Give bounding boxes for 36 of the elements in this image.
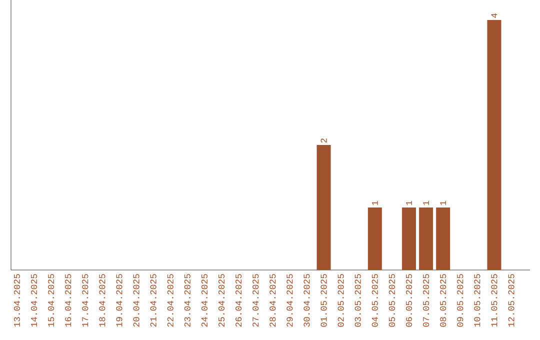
x-tick-label: 13.04.2025: [14, 274, 20, 327]
x-tick-label: 06.05.2025: [406, 274, 412, 327]
x-tick-label: 07.05.2025: [422, 274, 430, 327]
x-tick-label: 23.04.2025: [184, 274, 190, 327]
x-tick-label: 19.04.2025: [116, 274, 122, 327]
x-tick-label: 08.05.2025: [440, 274, 446, 327]
x-tick-label: 15.04.2025: [48, 274, 54, 327]
x-tick-label: 26.04.2025: [236, 274, 242, 327]
x-tick-label: 21.04.2025: [150, 274, 156, 327]
x-tick-label: 30.04.2025: [304, 274, 310, 327]
x-tick-label: 25.04.2025: [218, 274, 225, 327]
x-tick-label: 18.04.2025: [99, 274, 106, 327]
x-tick-label: 05.05.2025: [388, 274, 395, 327]
x-tick-label: 09.05.2025: [457, 274, 464, 327]
data-label: 2: [320, 138, 327, 143]
x-tick-label: 04.05.2025: [372, 274, 378, 327]
x-tick-label: 03.05.2025: [354, 274, 361, 327]
x-tick-label: 20.04.2025: [133, 274, 140, 327]
x-tick-label: 27.04.2025: [252, 274, 259, 327]
x-tick-label: 24.04.2025: [201, 274, 208, 327]
x-tick-label: 28.04.2025: [270, 274, 276, 327]
x-tick-label: 16.04.2025: [65, 274, 72, 327]
data-label: 1: [440, 200, 446, 206]
data-label: 4: [491, 13, 498, 18]
x-tick-label: 22.04.2025: [167, 274, 174, 327]
x-tick-label: 12.05.2025: [508, 274, 514, 327]
x-tick-label: 02.05.2025: [338, 274, 344, 327]
x-tick-label: 10.05.2025: [474, 274, 480, 327]
x-tick-label: 14.04.2025: [30, 274, 38, 327]
x-tick-label: 01.05.2025: [320, 274, 327, 327]
x-tick-label: 11.05.2025: [491, 274, 498, 327]
data-label: 1: [406, 200, 412, 206]
data-label: 1: [423, 200, 429, 206]
x-tick-label: 29.04.2025: [286, 274, 293, 327]
x-tick-label: 17.04.2025: [82, 274, 88, 327]
data-label: 1: [372, 200, 378, 206]
